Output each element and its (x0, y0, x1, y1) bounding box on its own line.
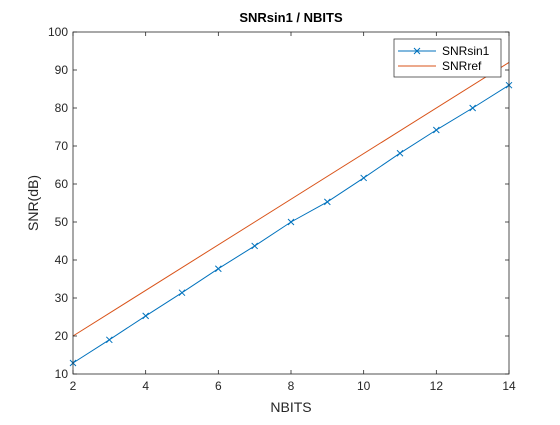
series-line-snrref (72, 61, 510, 337)
legend-marker (413, 47, 421, 55)
data-point-marker (287, 218, 295, 226)
y-tick-label: 10 (55, 367, 69, 381)
y-tick-label: 50 (55, 215, 69, 229)
x-axis: 2 4 6 8 10 12 14 (70, 32, 516, 393)
x-tick-label: 6 (215, 379, 222, 393)
x-tick-label: 12 (430, 379, 444, 393)
data-point-marker (251, 242, 259, 250)
x-tick-label: 14 (502, 379, 516, 393)
y-axis-label: SNR(dB) (25, 175, 41, 231)
x-axis-label: NBITS (270, 399, 311, 415)
plot-area (73, 32, 509, 374)
x-tick-label: 8 (288, 379, 295, 393)
data-point-marker (142, 312, 150, 320)
data-point-marker (432, 126, 440, 134)
data-point-marker (178, 289, 186, 297)
legend-box (393, 38, 502, 78)
data-point-marker (105, 336, 113, 344)
data-point-marker (469, 104, 477, 112)
y-tick-label: 20 (55, 329, 69, 343)
legend-label-snrref: SNRref (442, 59, 482, 73)
x-tick-label: 4 (142, 379, 149, 393)
data-point-marker (323, 198, 331, 206)
y-axis: 10 20 30 40 50 60 70 80 90 100 (48, 25, 509, 381)
x-tick-label: 10 (357, 379, 371, 393)
y-tick-label: 70 (55, 139, 69, 153)
data-point-marker (360, 174, 368, 182)
data-point-marker (214, 265, 222, 273)
y-tick-label: 40 (55, 253, 69, 267)
data-point-marker (396, 149, 404, 157)
y-tick-label: 30 (55, 291, 69, 305)
y-tick-label: 90 (55, 63, 69, 77)
series-layer (69, 61, 513, 367)
chart-title: SNRsin1 / NBITS (239, 10, 343, 25)
x-tick-label: 2 (70, 379, 77, 393)
y-tick-label: 100 (48, 25, 68, 39)
y-tick-label: 80 (55, 101, 69, 115)
legend-label-snrsin1: SNRsin1 (442, 44, 490, 58)
y-tick-label: 60 (55, 177, 69, 191)
